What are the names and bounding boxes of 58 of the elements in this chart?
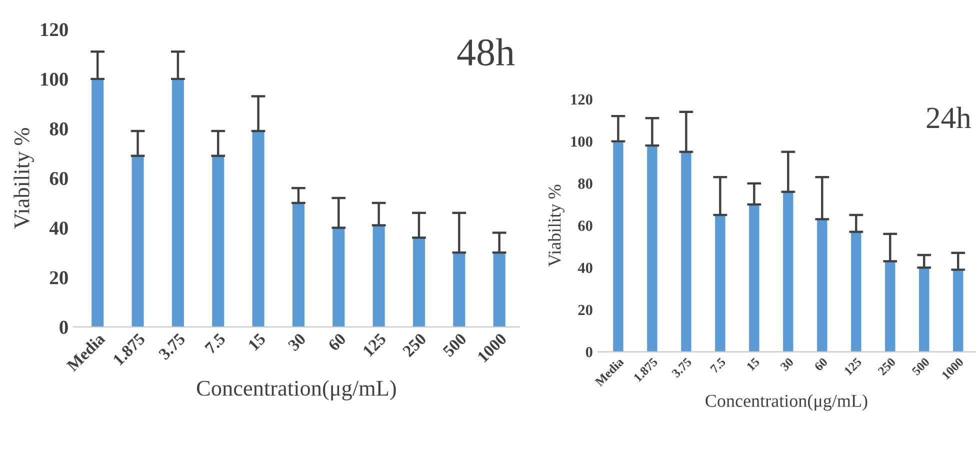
x-tick-label: 500 (911, 357, 930, 376)
bar (493, 252, 506, 327)
x-tick-label: 125 (844, 357, 862, 376)
bar (715, 214, 726, 352)
y-tick-label: 0 (60, 320, 68, 334)
y-tick-label: 100 (41, 72, 68, 86)
y-tick-label: 0 (586, 346, 592, 358)
bar (132, 156, 144, 327)
y-axis-title: Viability % (548, 184, 564, 267)
bar (647, 146, 658, 352)
y-tick-label: 100 (571, 136, 592, 147)
x-tick-label: 15 (248, 332, 266, 351)
y-tick-label: 120 (41, 23, 68, 36)
bar (919, 268, 930, 352)
y-tick-label: 80 (578, 178, 592, 189)
x-tick-label: 250 (877, 357, 896, 376)
bar (851, 232, 862, 352)
x-tick-label: 7.5 (710, 357, 726, 374)
y-tick-label: 60 (578, 220, 592, 231)
x-tick-label: 7.5 (204, 332, 226, 354)
bar (783, 192, 794, 352)
annotation: 24h (926, 106, 971, 128)
bar (332, 228, 345, 327)
x-tick-label: 30 (287, 332, 306, 352)
x-tick-label: 3.75 (158, 332, 186, 360)
y-tick-label: 40 (49, 222, 68, 235)
x-tick-label: 250 (402, 332, 427, 358)
y-tick-label: 60 (50, 172, 68, 186)
x-axis-title: Concentration(μg/mL) (196, 380, 396, 400)
bar (953, 270, 964, 352)
bar (92, 78, 104, 327)
bar (292, 202, 304, 327)
bar (885, 261, 896, 352)
x-tick-label: 15 (746, 357, 760, 371)
y-tick-label: 40 (578, 262, 592, 274)
x-axis-title: Concentration(μg/mL) (706, 394, 868, 411)
x-tick-label: 60 (328, 332, 346, 352)
bar (172, 78, 184, 327)
x-tick-label: 3.75 (671, 357, 692, 378)
bar (372, 225, 385, 327)
bar (212, 156, 224, 327)
y-tick-label: 20 (578, 304, 592, 316)
y-axis-title: Viability % (14, 128, 34, 229)
annotation: 48h (457, 38, 514, 66)
x-tick-label: 30 (780, 357, 794, 372)
y-tick-label: 80 (50, 122, 68, 136)
bar (453, 252, 466, 327)
x-tick-label: 60 (814, 357, 828, 372)
bar (817, 219, 828, 352)
bar (749, 204, 760, 352)
bar (252, 131, 264, 327)
y-tick-label: 120 (571, 94, 592, 105)
bar (412, 238, 425, 327)
bar (681, 152, 692, 352)
x-tick-label: 500 (442, 332, 467, 358)
y-tick-label: 20 (50, 271, 68, 284)
x-tick-label: 125 (362, 332, 387, 357)
bar (613, 141, 624, 352)
